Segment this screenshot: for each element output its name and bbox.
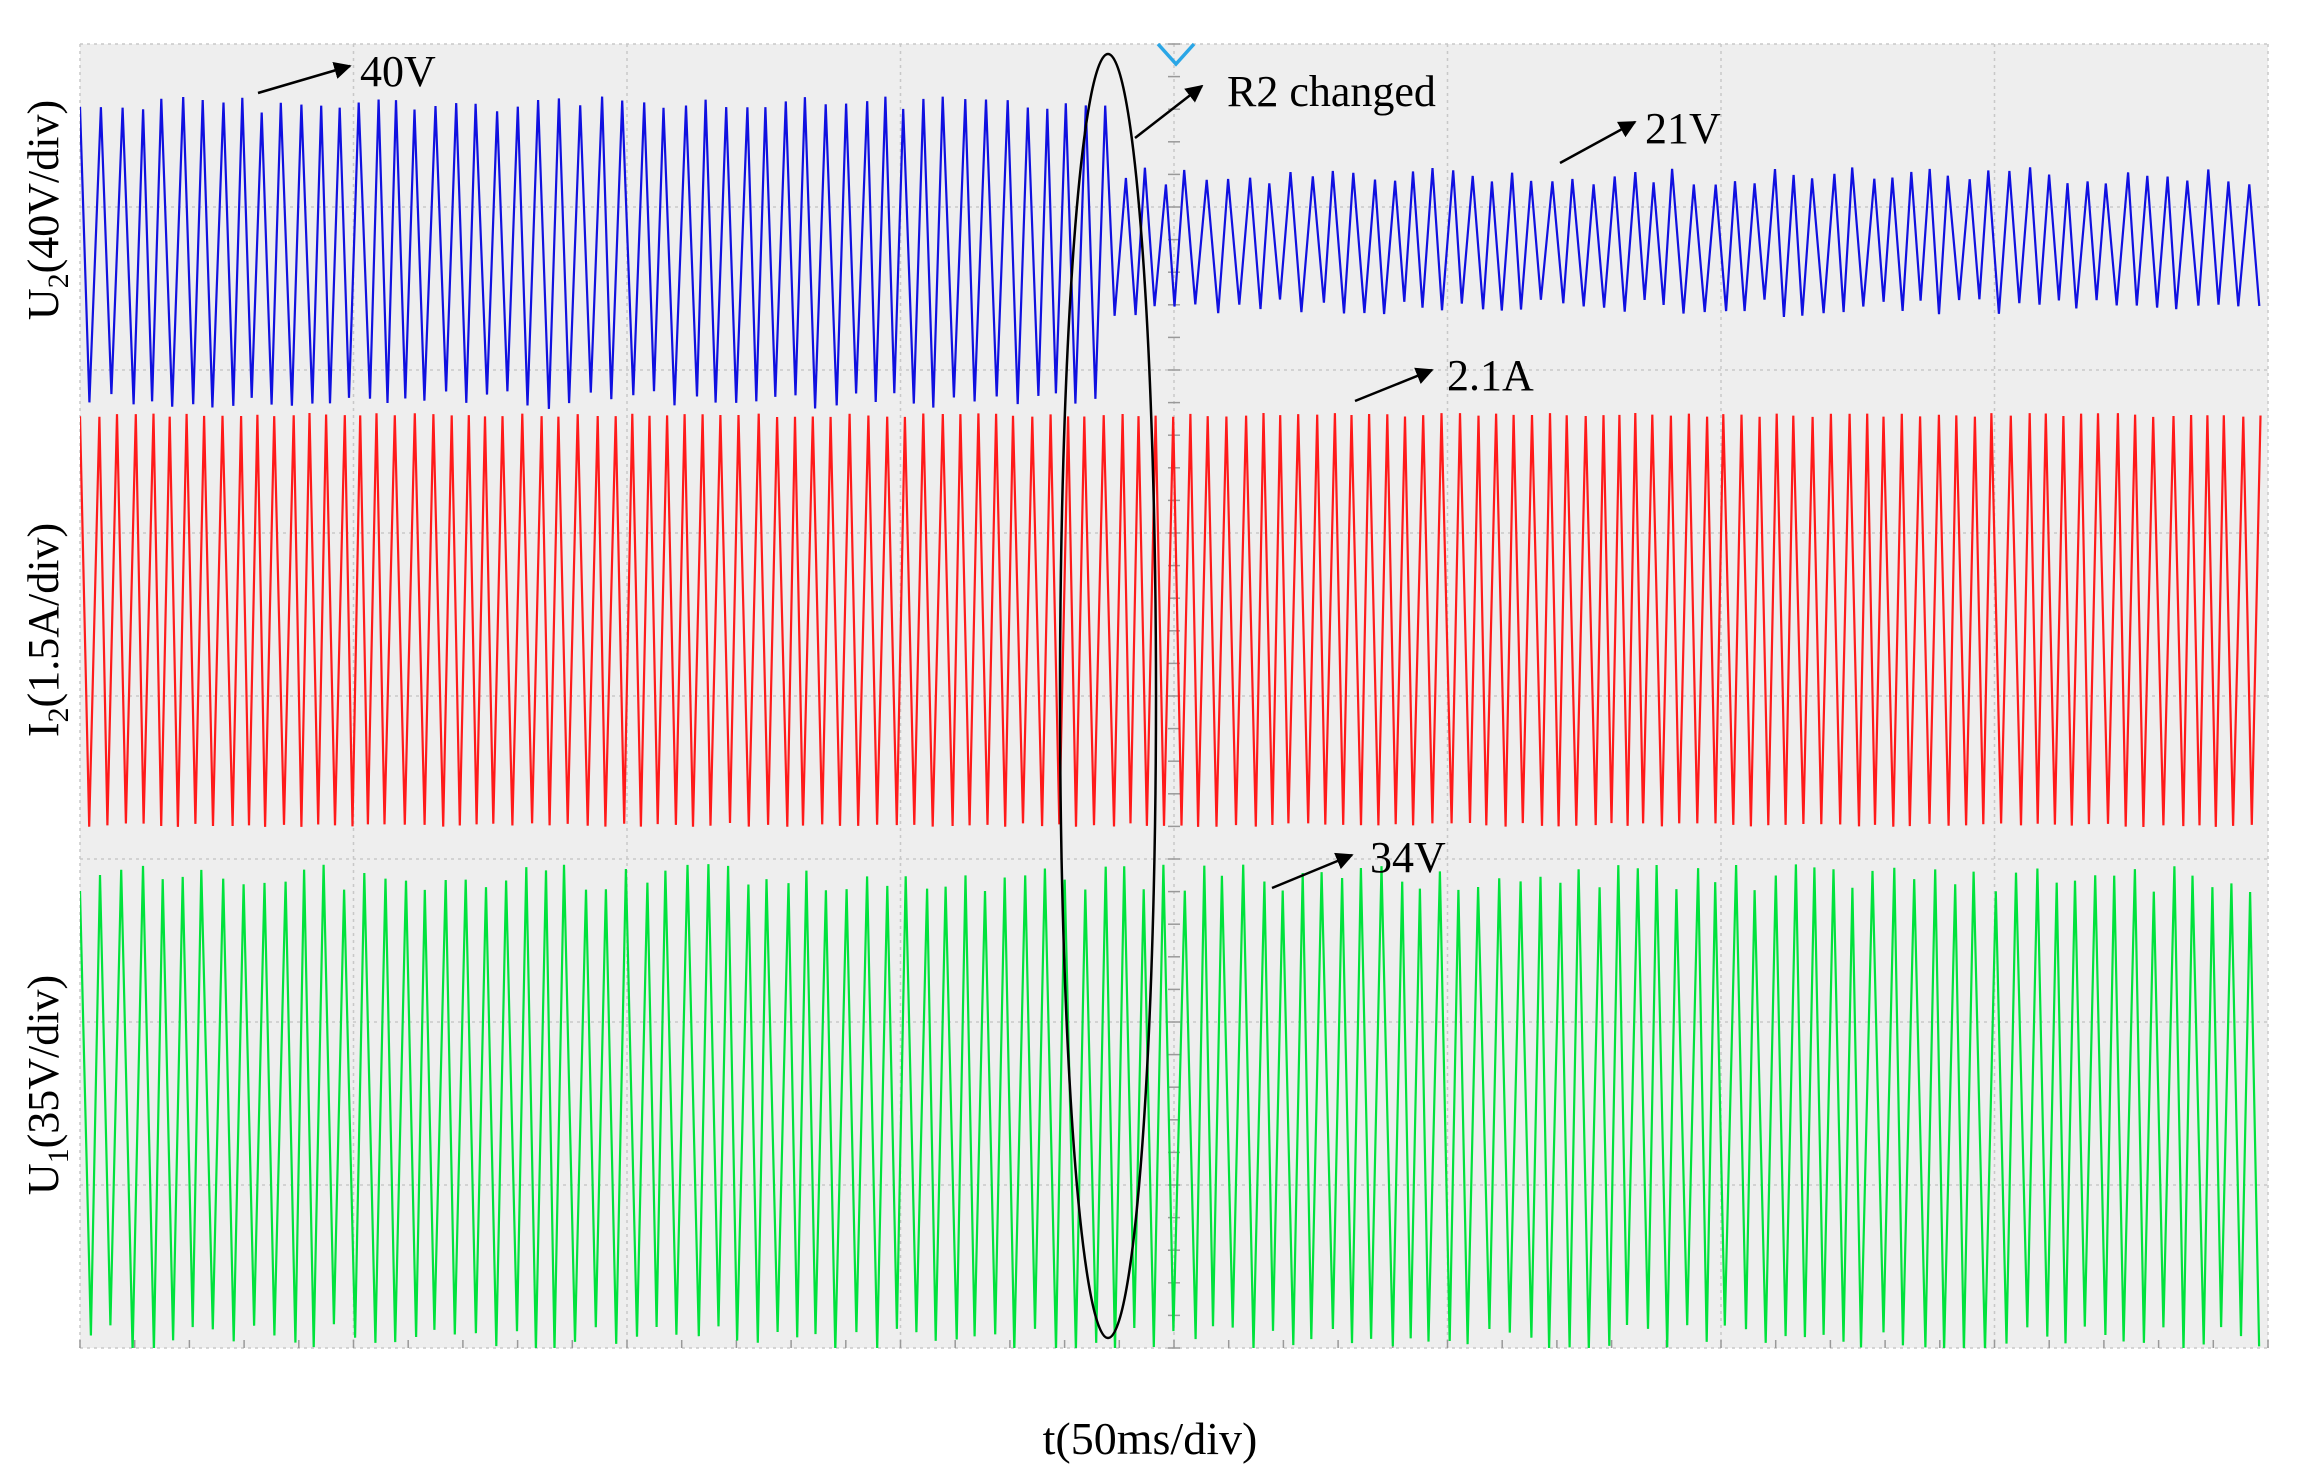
annotation-34v: 34V [1370, 833, 1446, 882]
u2-waveform [80, 96, 2261, 409]
arrow-21v [1559, 120, 1637, 165]
arrow-40v [257, 62, 352, 95]
arrow-r2-changed [1134, 84, 1204, 139]
annotation-40v: 40V [360, 47, 436, 96]
annotation-21v: 21V [1645, 104, 1721, 153]
u2-channel-label: U2(40V/div) [19, 100, 75, 320]
i2-channel-label: I2(1.5A/div) [19, 523, 75, 737]
i2-waveform [80, 412, 2262, 828]
annotation-r2-changed: R2 changed [1227, 67, 1436, 116]
u1-channel-label: U1(35V/div) [19, 975, 75, 1195]
annotation-2-1a: 2.1A [1447, 351, 1534, 400]
u1-waveform [80, 864, 2261, 1348]
r2-change-ellipse [1058, 52, 1158, 1340]
arrow-2-1a [1354, 367, 1434, 403]
arrow-34v [1271, 852, 1354, 890]
trigger-marker [1156, 42, 1196, 67]
x-axis-label: t(50ms/div) [1043, 1413, 1258, 1464]
